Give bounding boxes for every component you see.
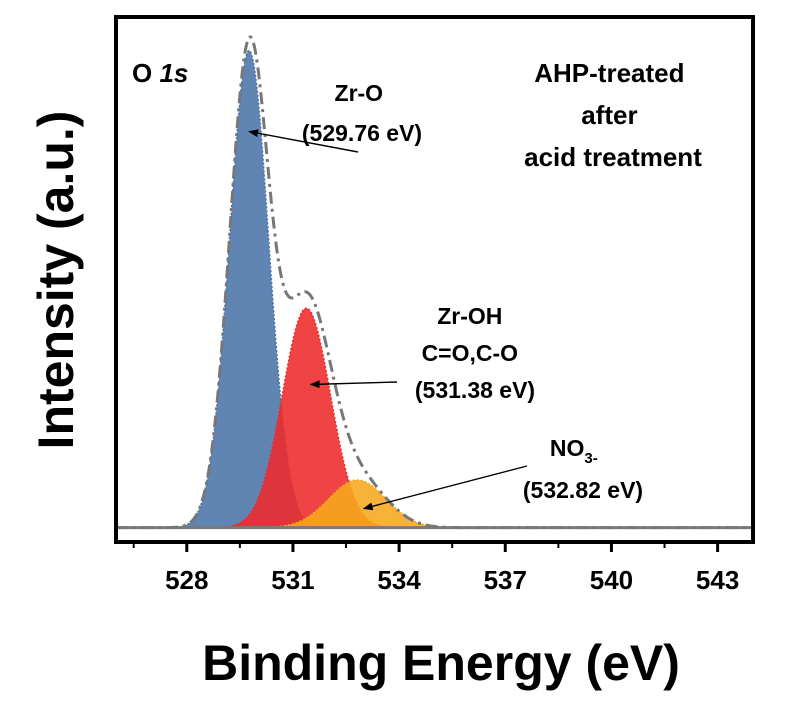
annotation-no3: NO3- (532.82 eV) <box>523 435 643 503</box>
envelope-line <box>116 35 753 530</box>
annotation-zr-oh: Zr-OH C=O,C-O (531.38 eV) <box>415 303 535 403</box>
annotation-zr-oh-line-2: C=O,C-O <box>422 340 518 366</box>
x-tick-label: 528 <box>165 565 208 595</box>
y-axis-label: Intensity (a.u.) <box>28 111 84 450</box>
x-tick-label: 537 <box>484 565 527 595</box>
annotation-no3-line-1: NO3- <box>550 435 598 467</box>
x-tick-label: 543 <box>696 565 739 595</box>
x-tick-label: 534 <box>377 565 421 595</box>
sample-label-line-3: acid treatment <box>524 142 702 172</box>
sample-label-line-1: AHP-treated <box>534 58 684 88</box>
sample-label-line-2: after <box>581 100 637 130</box>
annotation-zr-o-arrow <box>248 129 359 153</box>
chart-lines <box>116 35 753 530</box>
component-fills <box>116 49 753 529</box>
x-tick-label: 531 <box>271 565 314 595</box>
x-axis-ticks: 528 531 534 537 540 543 <box>132 542 739 595</box>
annotation-zr-oh-line-3: (531.38 eV) <box>415 377 535 403</box>
panel-label: O 1s <box>132 58 188 88</box>
annotation-zr-oh-arrow <box>309 380 398 389</box>
x-axis-label: Binding Energy (eV) <box>202 635 680 691</box>
annotation-zr-oh-line-1: Zr-OH <box>437 303 502 329</box>
annotation-no3-line-2: (532.82 eV) <box>523 477 643 503</box>
annotation-zr-o: Zr-O (529.76 eV) <box>302 80 422 146</box>
x-tick-label: 540 <box>590 565 633 595</box>
component-peak-1 <box>116 49 753 529</box>
sample-label: AHP-treated after acid treatment <box>524 58 702 172</box>
annotation-zr-o-line-2: (529.76 eV) <box>302 120 422 146</box>
plot-frame <box>114 15 755 544</box>
annotation-zr-o-line-1: Zr-O <box>335 80 384 106</box>
annotation-no3-arrow <box>362 465 528 511</box>
